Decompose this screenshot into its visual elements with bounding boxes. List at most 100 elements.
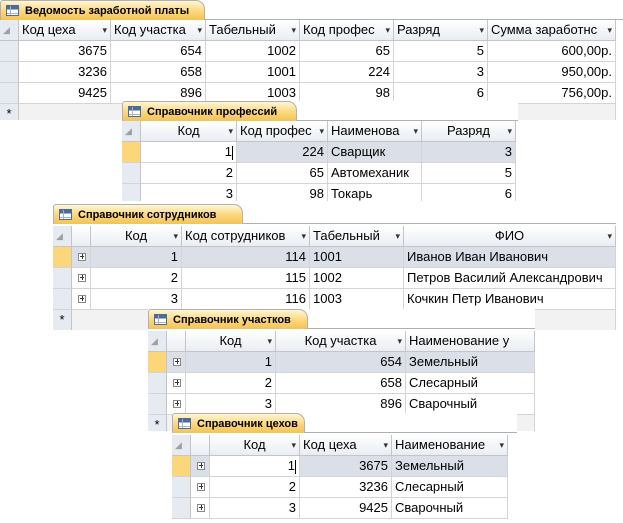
expand-cell[interactable] [191, 498, 210, 519]
column-header[interactable]: Код участка ▾ [111, 20, 206, 41]
cell[interactable]: 65 [300, 41, 394, 62]
tab-tsekhi[interactable]: Справочник цехов [172, 413, 305, 433]
expand-plus-icon[interactable] [173, 379, 181, 387]
row-selector[interactable] [0, 83, 19, 104]
cell[interactable]: 2 [141, 163, 237, 184]
row-selector[interactable] [0, 41, 19, 62]
cell[interactable]: Слесарный [406, 373, 535, 394]
cell[interactable]: Земельный [406, 352, 535, 373]
cell[interactable]: Слесарный [392, 477, 508, 498]
cell[interactable]: Токарь [328, 184, 422, 201]
tab-vedomost[interactable]: Ведомость заработной платы [0, 0, 205, 20]
cell[interactable]: Сварщик [328, 142, 422, 163]
cell[interactable]: 114 [182, 247, 310, 268]
cell[interactable]: 2 [91, 268, 182, 289]
cell[interactable]: 3 [141, 184, 237, 201]
new-record-marker[interactable]: * [53, 310, 72, 330]
cell[interactable]: 654 [276, 352, 406, 373]
expand-plus-icon[interactable] [173, 358, 181, 366]
cell[interactable]: 6 [422, 184, 516, 201]
column-header[interactable]: Код ▾ [186, 331, 276, 352]
cell[interactable]: 2 [186, 373, 276, 394]
column-header[interactable]: Код цеха ▾ [300, 435, 392, 456]
row-selector[interactable] [148, 352, 167, 373]
column-header[interactable]: Сумма заработнс ▾ [488, 20, 616, 41]
cell[interactable]: 3 [186, 394, 276, 415]
select-all-corner[interactable]: ◢ [148, 331, 167, 352]
expand-cell[interactable] [191, 477, 210, 498]
expand-plus-icon[interactable] [173, 400, 181, 408]
row-selector[interactable] [148, 373, 167, 394]
column-header[interactable]: ФИО ▾ [404, 226, 616, 247]
cell[interactable]: 3 [91, 289, 182, 310]
column-header[interactable]: Код профес ▾ [237, 121, 328, 142]
column-header[interactable]: Код ▾ [141, 121, 237, 142]
tab-uchastki[interactable]: Справочник участков [148, 309, 308, 329]
cell[interactable]: 1 [141, 142, 237, 163]
expand-plus-icon[interactable] [197, 462, 205, 470]
cell[interactable]: 1002 [310, 268, 404, 289]
column-header[interactable]: Код цеха ▾ [19, 20, 111, 41]
cell[interactable]: 5 [422, 163, 516, 184]
cell[interactable]: 1003 [310, 289, 404, 310]
cell[interactable]: 600,00р. [488, 41, 616, 62]
row-selector[interactable] [172, 498, 191, 519]
row-selector[interactable] [172, 477, 191, 498]
cell[interactable]: Сварочный [392, 498, 508, 519]
expand-cell[interactable] [72, 289, 91, 310]
cell[interactable]: 3 [394, 62, 488, 83]
column-header[interactable]: Наименова ▾ [328, 121, 422, 142]
cell[interactable]: 950,00р. [488, 62, 616, 83]
expand-cell[interactable] [167, 373, 186, 394]
cell[interactable]: 224 [237, 142, 328, 163]
cell[interactable]: 658 [276, 373, 406, 394]
cell[interactable]: 9425 [19, 83, 111, 104]
cell[interactable]: 224 [300, 62, 394, 83]
row-selector[interactable] [122, 163, 141, 184]
cell[interactable]: Петров Василий Александрович [404, 268, 616, 289]
tab-professii[interactable]: Справочник профессий [122, 101, 297, 121]
row-selector[interactable] [172, 456, 191, 477]
column-header[interactable]: Табельный ▾ [310, 226, 404, 247]
row-selector[interactable] [0, 62, 19, 83]
new-record-marker[interactable]: * [0, 104, 19, 120]
cell[interactable]: Автомеханик [328, 163, 422, 184]
row-selector[interactable] [53, 268, 72, 289]
select-all-corner[interactable]: ◢ [0, 20, 19, 41]
column-header[interactable]: Код профес ▾ [300, 20, 394, 41]
expand-plus-icon[interactable] [78, 253, 86, 261]
expand-plus-icon[interactable] [78, 274, 86, 282]
expand-cell[interactable] [191, 456, 210, 477]
cell[interactable]: 3675 [19, 41, 111, 62]
cell[interactable]: 3236 [19, 62, 111, 83]
column-header[interactable]: Код сотрудников ▾ [182, 226, 310, 247]
cell[interactable]: 65 [237, 163, 328, 184]
row-selector[interactable] [122, 142, 141, 163]
cell[interactable]: 896 [276, 394, 406, 415]
cell[interactable]: 98 [237, 184, 328, 201]
cell[interactable]: 5 [394, 41, 488, 62]
cell[interactable]: Кочкин Петр Иванович [404, 289, 616, 310]
column-header[interactable]: Разряд ▾ [422, 121, 516, 142]
expand-plus-icon[interactable] [197, 483, 205, 491]
select-all-corner[interactable]: ◢ [122, 121, 141, 142]
column-header[interactable]: Код ▾ [91, 226, 182, 247]
cell[interactable]: 3 [210, 498, 300, 519]
expand-cell[interactable] [72, 268, 91, 289]
cell[interactable]: 658 [111, 62, 206, 83]
row-selector[interactable] [53, 247, 72, 268]
column-header[interactable]: Табельный ▾ [206, 20, 300, 41]
column-header[interactable]: Код ▾ [210, 435, 300, 456]
cell[interactable]: 1001 [206, 62, 300, 83]
column-header[interactable]: Наименование ▾ [392, 435, 508, 456]
cell[interactable]: 1 [210, 456, 300, 477]
cell[interactable]: 2 [210, 477, 300, 498]
cell[interactable]: 3 [422, 142, 516, 163]
cell[interactable]: 1 [186, 352, 276, 373]
cell[interactable]: 9425 [300, 498, 392, 519]
cell[interactable]: Сварочный [406, 394, 535, 415]
select-all-corner[interactable]: ◢ [172, 435, 191, 456]
column-header[interactable]: Разряд ▾ [394, 20, 488, 41]
cell[interactable]: 1 [91, 247, 182, 268]
cell[interactable]: 115 [182, 268, 310, 289]
